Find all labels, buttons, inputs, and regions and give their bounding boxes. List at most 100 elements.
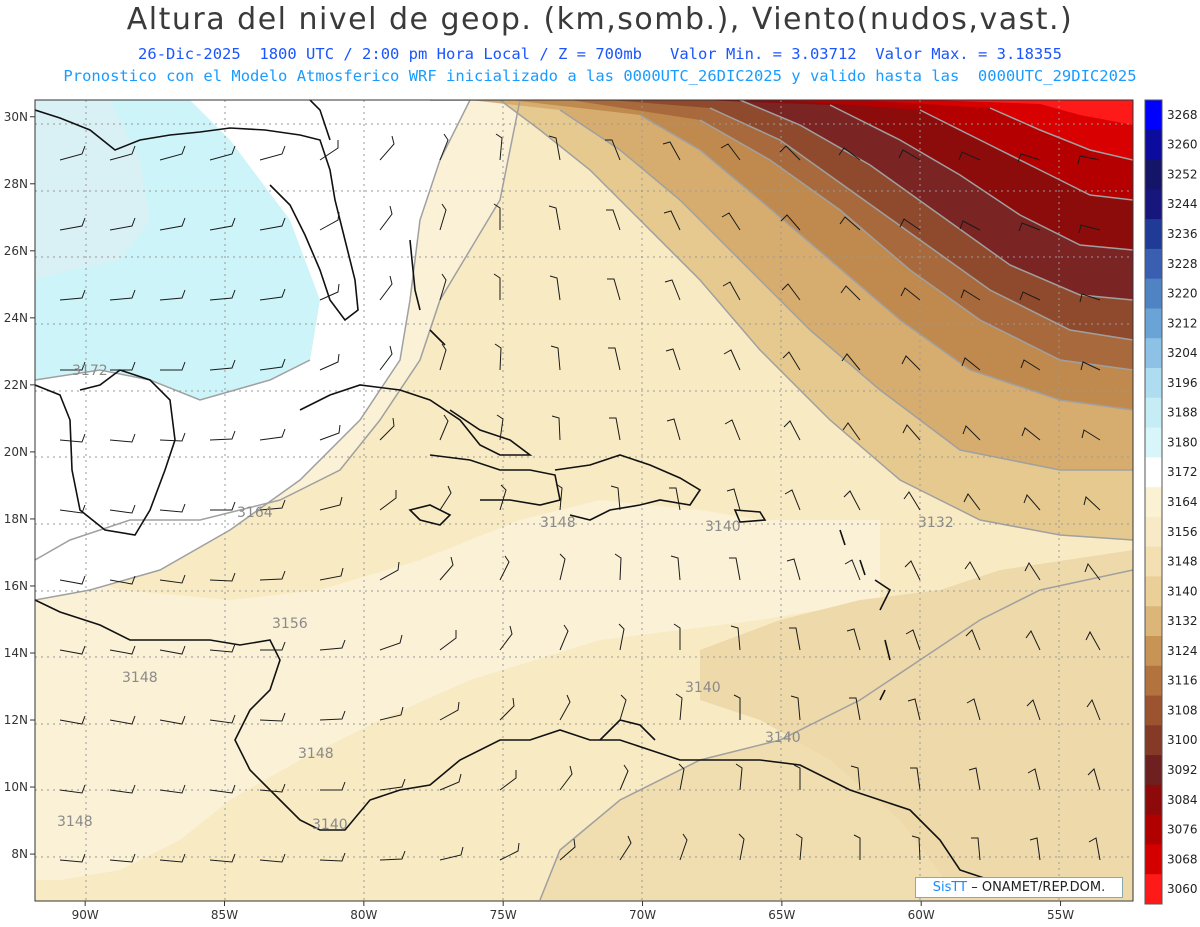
colorbar-swatch	[1145, 874, 1162, 905]
colorbar-label: 3188	[1167, 406, 1198, 420]
lon-label: 65W	[768, 908, 795, 922]
colorbar-swatch	[1145, 368, 1162, 399]
colorbar-swatch	[1145, 665, 1162, 697]
colorbar-label: 3196	[1167, 376, 1198, 390]
colorbar-swatch	[1145, 219, 1162, 250]
lon-label: 55W	[1047, 908, 1074, 922]
colorbar-swatch	[1145, 159, 1162, 190]
colorbar: 3268 3260 3252 3244 3236 3228 3220 3212 3204 3196…	[1144, 99, 1198, 905]
colorbar-label: 3100	[1167, 733, 1198, 747]
colorbar-swatch	[1145, 636, 1162, 667]
lat-label: 10N	[4, 780, 28, 794]
colorbar-swatch	[1145, 695, 1162, 726]
lat-label: 24N	[4, 311, 28, 325]
lat-label: 20N	[4, 445, 28, 459]
contour-label: 3148	[298, 746, 334, 762]
colorbar-label: 3236	[1167, 227, 1198, 241]
min-value: Valor Min. = 3.03712	[669, 45, 857, 63]
colorbar-swatch	[1145, 278, 1162, 309]
colorbar-label: 3156	[1167, 525, 1198, 539]
colorbar-label: 3132	[1167, 614, 1198, 628]
colorbar-label: 3068	[1167, 852, 1198, 866]
lat-label: 26N	[4, 244, 28, 258]
lon-label: 75W	[490, 908, 517, 922]
colorbar-swatch	[1145, 725, 1162, 756]
colorbar-swatch	[1145, 129, 1162, 161]
colorbar-swatch	[1145, 755, 1162, 786]
colorbar-swatch	[1145, 100, 1162, 131]
lat-label: 18N	[4, 512, 28, 526]
colorbar-label: 3060	[1167, 882, 1198, 896]
coastlines	[35, 100, 1041, 891]
colorbar-label: 3212	[1167, 316, 1198, 330]
lon-label: 90W	[72, 908, 99, 922]
lat-label: 8N	[11, 847, 28, 861]
map-title: Altura del nivel de geop. (km,somb.), Vi…	[126, 2, 1074, 37]
colorbar-swatch	[1145, 397, 1162, 429]
max-value: Valor Max. = 3.18355	[875, 45, 1062, 63]
colorbar-label: 3268	[1167, 108, 1198, 122]
map-plot-area: 3172 3164 3156 3148 3148 3148 3148 3140 …	[35, 100, 1133, 901]
colorbar-label: 3252	[1167, 167, 1198, 181]
forecast-date: 26-Dic-2025	[138, 45, 241, 63]
colorbar-label: 3172	[1167, 465, 1198, 479]
lat-label: 22N	[4, 378, 28, 392]
colorbar-swatch	[1145, 248, 1162, 280]
contour-label: 3140	[312, 817, 348, 833]
lon-label: 60W	[908, 908, 935, 922]
colorbar-label: 3084	[1167, 793, 1198, 807]
colorbar-label: 3092	[1167, 763, 1198, 777]
lon-label: 70W	[629, 908, 656, 922]
colorbar-label: 3260	[1167, 138, 1198, 152]
contour-label: 3132	[918, 515, 954, 531]
colorbar-swatch	[1145, 546, 1162, 577]
colorbar-label: 3228	[1167, 257, 1198, 271]
colorbar-swatch	[1145, 308, 1162, 339]
colorbar-swatch	[1145, 457, 1162, 488]
colorbar-swatch	[1145, 338, 1162, 369]
wind-barbs	[59, 133, 1101, 863]
colorbar-label: 3124	[1167, 644, 1198, 658]
lat-label: 16N	[4, 579, 28, 593]
colorbar-label: 3076	[1167, 823, 1198, 837]
colorbar-label: 3180	[1167, 435, 1198, 449]
colorbar-label: 3108	[1167, 703, 1198, 717]
colorbar-label: 3204	[1167, 346, 1198, 360]
colorbar-frame	[1144, 99, 1163, 905]
contour-label: 3140	[705, 519, 741, 535]
lat-label: 14N	[4, 646, 28, 660]
colorbar-label: 3220	[1167, 287, 1198, 301]
contour-label: 3148	[122, 670, 158, 686]
contour-label: 3164	[237, 505, 273, 521]
lat-label: 28N	[4, 177, 28, 191]
colorbar-label: 3140	[1167, 584, 1198, 598]
contour-label: 3156	[272, 616, 308, 632]
colorbar-swatch	[1145, 844, 1162, 875]
colorbar-swatch	[1145, 814, 1162, 845]
forecast-time: 1800 UTC / 2:00 pm Hora Local / Z = 700m…	[259, 45, 642, 63]
colorbar-label: 3116	[1167, 674, 1198, 688]
colorbar-swatch	[1145, 606, 1162, 637]
contour-label: 3140	[765, 730, 801, 746]
contour-label: 3140	[685, 680, 721, 696]
brand-logo: SisTT	[932, 880, 968, 895]
contour-label: 3172	[72, 363, 108, 379]
colorbar-swatch	[1145, 487, 1162, 518]
lat-label: 12N	[4, 713, 28, 727]
credit-box: SisTT – ONAMET/REP.DOM.	[915, 877, 1123, 898]
colorbar-label: 3148	[1167, 555, 1198, 569]
credit-text: – ONAMET/REP.DOM.	[971, 880, 1106, 895]
contour-label: 3148	[57, 814, 93, 830]
model-info-line: Pronostico con el Modelo Atmosferico WRF…	[63, 67, 1137, 85]
colorbar-swatch	[1145, 516, 1162, 548]
lon-label: 85W	[211, 908, 238, 922]
colorbar-swatch	[1145, 427, 1162, 458]
colorbar-swatch	[1145, 189, 1162, 220]
colorbar-swatch	[1145, 784, 1162, 816]
colorbar-label: 3244	[1167, 197, 1198, 211]
colorbar-label: 3164	[1167, 495, 1198, 509]
colorbar-swatch	[1145, 576, 1162, 607]
lon-label: 80W	[350, 908, 377, 922]
valid-time-line: 26-Dic-2025 1800 UTC / 2:00 pm Hora Loca…	[0, 45, 1200, 63]
map-axes: 90W 85W 80W 75W 70W 65W 60W 55W 30N 28N 26N 24N 22N 2…	[4, 110, 1074, 922]
